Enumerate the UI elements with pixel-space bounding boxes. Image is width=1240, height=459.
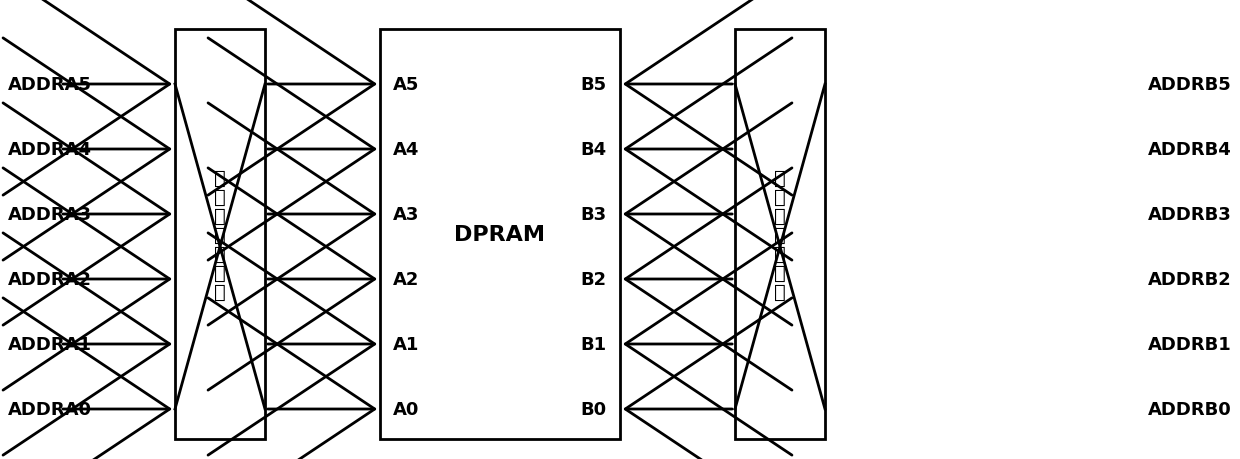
Text: ADDRA3: ADDRA3 [7, 206, 92, 224]
Text: B2: B2 [580, 270, 608, 288]
Text: ADDRB2: ADDRB2 [1148, 270, 1233, 288]
Text: B3: B3 [580, 206, 608, 224]
Bar [379, 30, 620, 439]
Text: 写
地
址
交
换
单
元: 写 地 址 交 换 单 元 [215, 168, 226, 301]
Text: B4: B4 [580, 141, 608, 159]
Text: ADDRB3: ADDRB3 [1148, 206, 1233, 224]
Text: ADDRA5: ADDRA5 [7, 76, 92, 94]
Text: B5: B5 [580, 76, 608, 94]
Text: ADDRB0: ADDRB0 [1148, 400, 1233, 418]
Text: ADDRA4: ADDRA4 [7, 141, 92, 159]
Text: A5: A5 [393, 76, 419, 94]
Text: ADDRA0: ADDRA0 [7, 400, 92, 418]
Text: A3: A3 [393, 206, 419, 224]
Text: B0: B0 [580, 400, 608, 418]
Text: A2: A2 [393, 270, 419, 288]
Text: A1: A1 [393, 335, 419, 353]
Text: ADDRB1: ADDRB1 [1148, 335, 1233, 353]
Text: ADDRB4: ADDRB4 [1148, 141, 1233, 159]
Text: B1: B1 [580, 335, 608, 353]
Text: A0: A0 [393, 400, 419, 418]
Text: ADDRA1: ADDRA1 [7, 335, 92, 353]
Text: DPRAM: DPRAM [455, 224, 546, 245]
Bar [175, 30, 265, 439]
Bar [735, 30, 825, 439]
Text: A4: A4 [393, 141, 419, 159]
Text: ADDRB5: ADDRB5 [1148, 76, 1233, 94]
Text: 读
地
址
交
换
单
元: 读 地 址 交 换 单 元 [774, 168, 786, 301]
Text: ADDRA2: ADDRA2 [7, 270, 92, 288]
